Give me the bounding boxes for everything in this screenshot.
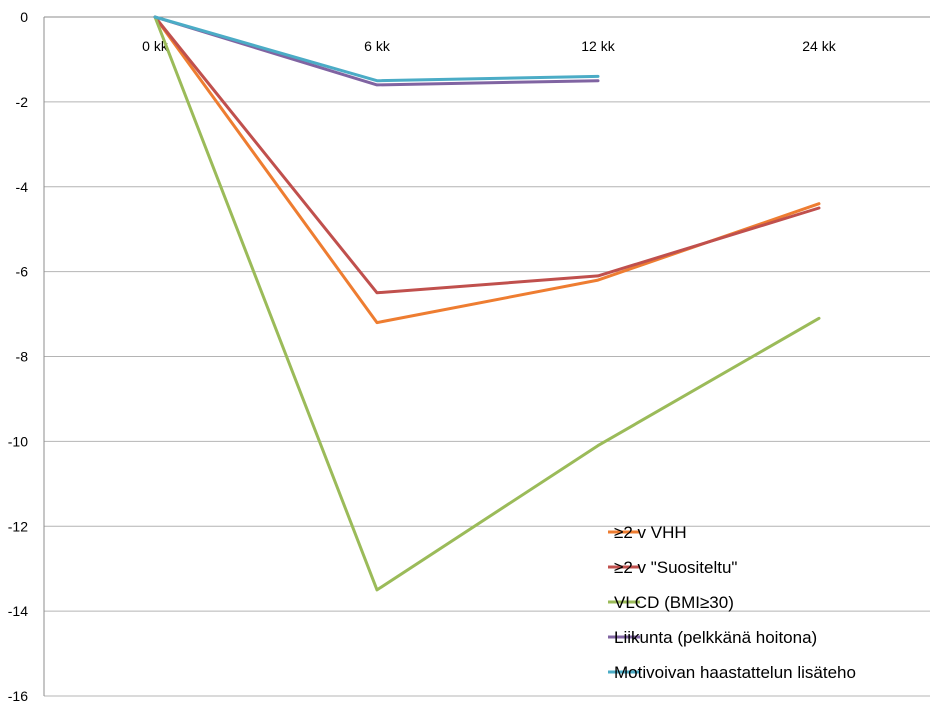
x-tick-label: 24 kk [802,38,836,54]
y-tick-label: -12 [8,518,28,534]
x-tick-label: 0 kk [142,38,169,54]
x-tick-label: 12 kk [581,38,615,54]
legend-label: ≥2 v VHH [614,523,687,542]
legend: ≥2 v VHH ≥2 v "Suositeltu" VLCD (BMI≥30) Li… [608,523,856,682]
legend-label: ≥2 v "Suositeltu" [614,558,737,577]
series-line-2 [153,15,821,295]
y-tick-label: 0 [20,9,28,25]
y-tick-label: -10 [8,433,28,449]
y-tick-label: -6 [16,264,29,280]
legend-label: Motivoivan haastattelun lisäteho [614,663,856,682]
y-axis-tick-labels: 0 -2 -4 -6 -8 -10 -12 -14 -16 [8,9,28,704]
y-tick-label: -16 [8,688,28,704]
series-lines [153,15,821,592]
gridlines [43,16,930,697]
x-axis-category-labels: 0 kk 6 kk 12 kk 24 kk [142,38,837,54]
x-tick-label: 6 kk [364,38,391,54]
legend-label: Liikunta (pelkkänä hoitona) [614,628,817,647]
series-line-3 [153,15,821,592]
y-tick-label: -2 [16,94,29,110]
legend-label: VLCD (BMI≥30) [614,593,734,612]
series-line-5 [153,15,600,83]
y-tick-label: -14 [8,603,28,619]
y-tick-label: -4 [16,179,29,195]
y-tick-label: -8 [16,349,29,365]
